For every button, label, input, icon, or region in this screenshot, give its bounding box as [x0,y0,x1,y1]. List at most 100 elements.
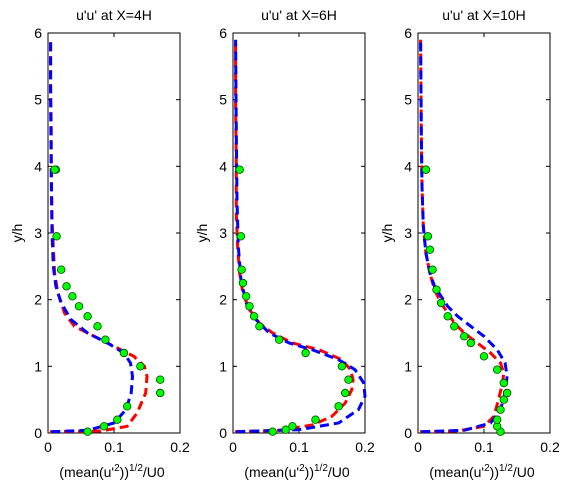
y-tick-label: 5 [404,92,412,108]
data-point [83,427,92,436]
series-line-red [419,39,506,433]
x-tick-label: 0 [229,439,237,455]
x-axis-label: (mean(u'2))1/2/U0 [244,463,350,480]
x-axis-label-part: 2 [114,463,120,474]
data-point [155,375,165,384]
data-point [275,335,284,344]
data-point [62,282,71,291]
data-point [334,402,343,411]
x-tick-label: 0 [414,439,422,455]
data-point [57,265,66,274]
data-point [423,232,433,241]
y-tick-label: 1 [219,358,227,374]
data-point [479,352,489,361]
data-point [236,232,246,241]
x-axis-label-part: 2 [299,463,305,474]
data-point [502,388,512,398]
y-tick-label: 1 [404,358,412,374]
data-point [337,362,347,371]
data-point [255,322,264,331]
y-tick-label: 1 [34,358,42,374]
data-point [50,165,59,174]
x-tick-label: 0.1 [474,439,494,455]
x-axis-label-part: 1/2 [314,463,328,474]
x-axis-label-part: 2 [484,463,490,474]
data-point [450,322,459,331]
y-tick-label: 3 [34,225,42,241]
data-point [52,232,61,241]
x-tick-label: 0.2 [540,439,560,455]
data-point [68,292,77,301]
y-tick-label: 4 [219,158,227,174]
data-point [238,278,248,288]
data-point [311,415,320,424]
y-tick-label: 4 [34,158,42,174]
x-tick-label: 0 [44,439,52,455]
data-point [499,395,508,404]
data-point [493,365,502,374]
data-point [460,332,469,341]
y-tick-label: 2 [34,292,42,308]
data-point [155,388,165,398]
data-point [113,415,122,424]
data-point [99,422,109,431]
data-point [249,312,259,321]
data-point [74,302,84,311]
data-point [443,312,452,321]
y-tick-label: 6 [34,25,42,41]
data-point [136,362,145,371]
x-axis-label-part: )) [120,464,129,480]
data-point [425,245,435,254]
y-tick-label: 5 [34,92,42,108]
data-point [288,422,297,431]
data-point [344,375,353,384]
y-tick-label: 5 [219,92,227,108]
x-axis-label-part: (mean(u' [429,464,484,480]
x-axis-label-part: /U0 [143,464,165,480]
x-axis-label-part: )) [490,464,499,480]
data-point [432,285,441,294]
x-axis-label-part: 1/2 [499,463,513,474]
y-tick-label: 0 [219,425,227,441]
y-tick-label: 3 [219,225,227,241]
plot-area [47,32,181,434]
data-point [235,165,244,174]
x-tick-label: 0.2 [355,439,375,455]
data-point [241,292,251,301]
x-axis-label: (mean(u'2))1/2/U0 [429,463,535,480]
chart-title: u'u' at X=4H [76,7,152,23]
data-point [428,265,437,274]
x-tick-label: 0.1 [104,439,124,455]
y-axis-label: y/h [379,224,395,243]
y-tick-label: 6 [404,25,412,41]
data-point [421,165,431,174]
data-point [122,402,132,411]
y-tick-label: 3 [404,225,412,241]
x-axis-label-part: 1/2 [129,463,143,474]
data-point [301,348,310,358]
plot-area [417,32,551,434]
y-tick-label: 6 [219,25,227,41]
data-point [341,388,350,398]
data-point [101,335,110,344]
series-line-blue [49,39,135,433]
y-tick-label: 0 [404,425,412,441]
data-point [268,427,277,436]
data-point [496,405,505,414]
x-axis-label-part: /U0 [328,464,350,480]
y-tick-label: 2 [404,292,412,308]
x-axis-label-part: /U0 [513,464,535,480]
chart-title: u'u' at X=6H [261,7,337,23]
data-point [83,312,92,321]
chart-title: u'u' at X=10H [442,7,526,23]
data-point [93,322,102,331]
y-tick-label: 4 [404,158,412,174]
data-point [493,415,502,424]
x-axis-label-part: )) [305,464,314,480]
y-tick-label: 0 [34,425,42,441]
data-point [499,378,508,388]
y-tick-label: 2 [219,292,227,308]
